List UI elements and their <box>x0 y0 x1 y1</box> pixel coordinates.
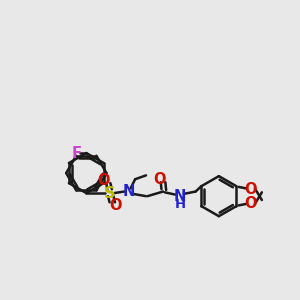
Text: F: F <box>72 146 82 160</box>
Text: O: O <box>244 196 256 211</box>
Text: S: S <box>104 186 115 201</box>
Text: N: N <box>123 184 135 199</box>
Text: O: O <box>244 182 256 197</box>
Text: O: O <box>110 198 122 213</box>
Text: O: O <box>154 172 166 187</box>
Text: H: H <box>175 198 186 211</box>
Text: N: N <box>174 189 186 204</box>
Text: O: O <box>97 173 110 188</box>
